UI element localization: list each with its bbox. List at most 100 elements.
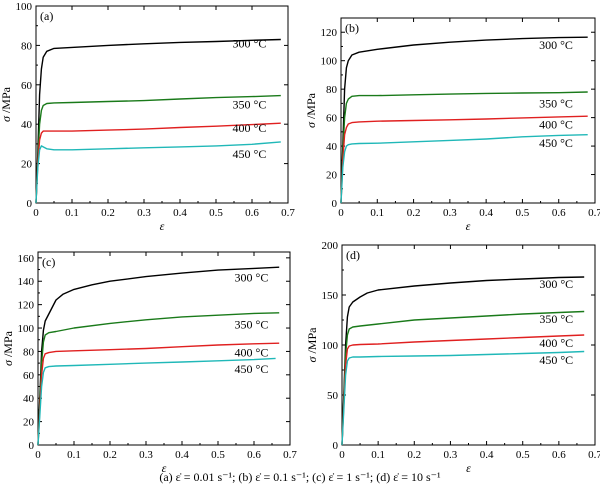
series-label: 450 °C <box>235 362 269 376</box>
y-tick-label: 80 <box>21 40 33 52</box>
y-axis-label: σ /MPa <box>1 330 15 366</box>
y-axis-symbol: σ <box>0 115 13 122</box>
y-axis-symbol: σ <box>1 359 15 366</box>
x-tick-label: 0.7 <box>281 207 295 219</box>
panel-label: (a) <box>40 9 53 23</box>
y-tick-label: 0 <box>333 440 339 452</box>
x-tick-label: 0.5 <box>209 207 223 219</box>
panel-label: (c) <box>42 255 55 269</box>
x-tick-label: 0 <box>338 207 344 219</box>
panel-label: (b) <box>345 21 359 35</box>
series-line <box>340 134 588 204</box>
x-tick-label: 0.6 <box>247 449 261 461</box>
y-tick-label: 20 <box>23 417 35 429</box>
x-tick-label: 0 <box>35 449 41 461</box>
x-tick-label: 0.6 <box>552 207 566 219</box>
y-tick-label: 120 <box>321 27 338 39</box>
x-tick-label: 0.6 <box>245 207 259 219</box>
x-tick-label: 0.1 <box>370 207 384 219</box>
y-tick-label: 150 <box>322 290 339 302</box>
x-tick-label: 0.1 <box>67 449 81 461</box>
x-tick-label: 0.3 <box>139 449 153 461</box>
y-axis-unit: /MPa <box>305 327 319 357</box>
y-tick-label: 20 <box>21 159 33 171</box>
series-line <box>340 115 588 204</box>
series-line <box>341 350 585 446</box>
chart-panel-b: 0 0.1 0.2 0.3 0.4 0.5 0.6 0.7 0 20 40 60 80 100 120 ε σ … <box>304 17 600 233</box>
x-tick-label: 0.2 <box>101 207 115 219</box>
y-tick-label: 200 <box>322 240 339 252</box>
y-tick-label: 60 <box>23 370 35 382</box>
x-tick-label: 0.3 <box>443 207 457 219</box>
y-tick-label: 100 <box>321 56 338 68</box>
x-tick-label: 0.5 <box>211 449 225 461</box>
y-axis-unit: /MPa <box>304 92 318 122</box>
series-label: 400 °C <box>233 121 267 135</box>
y-axis-label: σ /MPa <box>305 327 319 363</box>
y-tick-label: 40 <box>326 141 338 153</box>
x-tick-label: 0.4 <box>480 449 494 461</box>
series-label: 300 °C <box>233 36 267 50</box>
figure-caption: (a) ε̇ = 0.01 s⁻¹; (b) ε̇ = 0.1 s⁻¹; (c)… <box>159 470 441 484</box>
y-tick-label: 60 <box>326 113 338 125</box>
x-tick-label: 0.7 <box>588 207 600 219</box>
y-tick-label: 100 <box>322 340 339 352</box>
y-tick-label: 80 <box>326 84 338 96</box>
x-tick-label: 0.4 <box>175 449 189 461</box>
series-line <box>37 266 280 446</box>
chart-panel-c: 0 0.1 0.2 0.3 0.4 0.5 0.6 0.7 0 20 40 60 80 100 120 140… <box>1 251 297 475</box>
x-tick-label: 0.2 <box>103 449 117 461</box>
series-label: 400 °C <box>539 118 573 132</box>
x-tick-label: 0.6 <box>552 449 566 461</box>
y-tick-label: 0 <box>332 198 338 210</box>
series-label: 450 °C <box>539 136 573 150</box>
series-line <box>37 312 280 446</box>
y-tick-label: 100 <box>18 323 35 335</box>
series-label: 300 °C <box>539 277 573 291</box>
series-label: 400 °C <box>539 336 573 350</box>
x-tick-label: 0.4 <box>173 207 187 219</box>
series-label: 350 °C <box>235 318 269 332</box>
series-label: 350 °C <box>539 312 573 326</box>
series-line <box>37 357 276 446</box>
y-tick-label: 40 <box>21 119 33 131</box>
y-axis-unit: /MPa <box>0 86 13 116</box>
series-line <box>35 122 281 204</box>
series-label: 400 °C <box>235 346 269 360</box>
series-label: 300 °C <box>235 271 269 285</box>
x-tick-label: 0.7 <box>588 449 600 461</box>
x-tick-label: 0 <box>33 207 39 219</box>
x-tick-label: 0.3 <box>444 449 458 461</box>
series-line <box>37 342 280 446</box>
y-tick-label: 50 <box>327 390 339 402</box>
y-tick-label: 160 <box>18 253 35 265</box>
y-tick-label: 140 <box>18 276 35 288</box>
x-tick-label: 0.2 <box>407 449 421 461</box>
x-tick-label: 0.1 <box>371 449 385 461</box>
x-tick-label: 0 <box>339 449 345 461</box>
y-tick-label: 0 <box>27 198 33 210</box>
x-tick-label: 0.7 <box>283 449 297 461</box>
series-line <box>340 36 588 204</box>
series-line <box>341 310 585 446</box>
series-label: 450 °C <box>539 353 573 367</box>
x-tick-label: 0.1 <box>65 207 79 219</box>
x-tick-label: 0.5 <box>516 449 530 461</box>
series-line <box>35 141 281 204</box>
series-label: 350 °C <box>233 98 267 112</box>
y-axis-unit: /MPa <box>1 330 15 360</box>
y-tick-label: 0 <box>29 440 35 452</box>
y-tick-label: 80 <box>23 346 35 358</box>
y-tick-label: 120 <box>18 300 35 312</box>
panel-label: (d) <box>346 248 360 262</box>
y-tick-label: 20 <box>326 170 338 182</box>
y-tick-label: 40 <box>23 393 35 405</box>
x-tick-label: 0.4 <box>479 207 493 219</box>
y-axis-label: σ /MPa <box>304 92 318 128</box>
x-axis-label: ε <box>466 219 471 233</box>
series-label: 300 °C <box>539 38 573 52</box>
x-axis-label: ε <box>160 219 165 233</box>
series-line <box>35 38 281 204</box>
y-axis-label: σ /MPa <box>0 86 13 122</box>
